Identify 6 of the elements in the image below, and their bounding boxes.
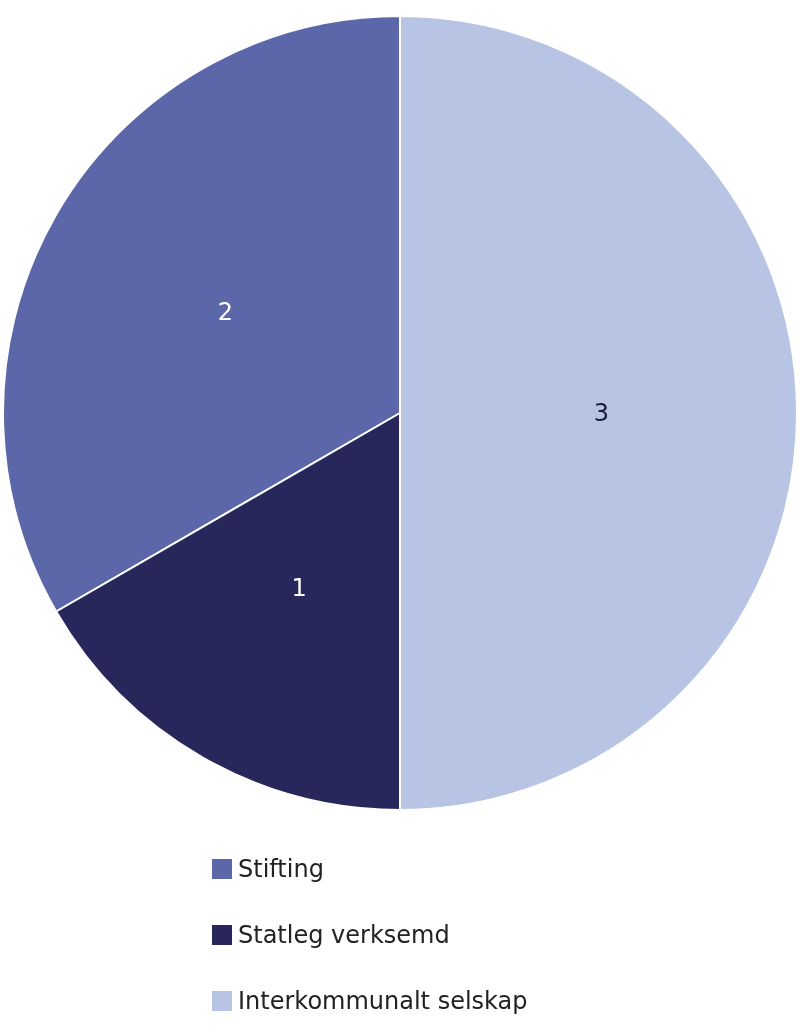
data-label: 3 [593, 399, 610, 427]
data-label: 1 [291, 573, 307, 602]
legend-label: Interkommunalt selskap [238, 987, 528, 1015]
legend-label: Statleg verksemd [238, 921, 450, 949]
data-label: 2 [217, 298, 234, 327]
legend-label: Stifting [238, 855, 324, 883]
